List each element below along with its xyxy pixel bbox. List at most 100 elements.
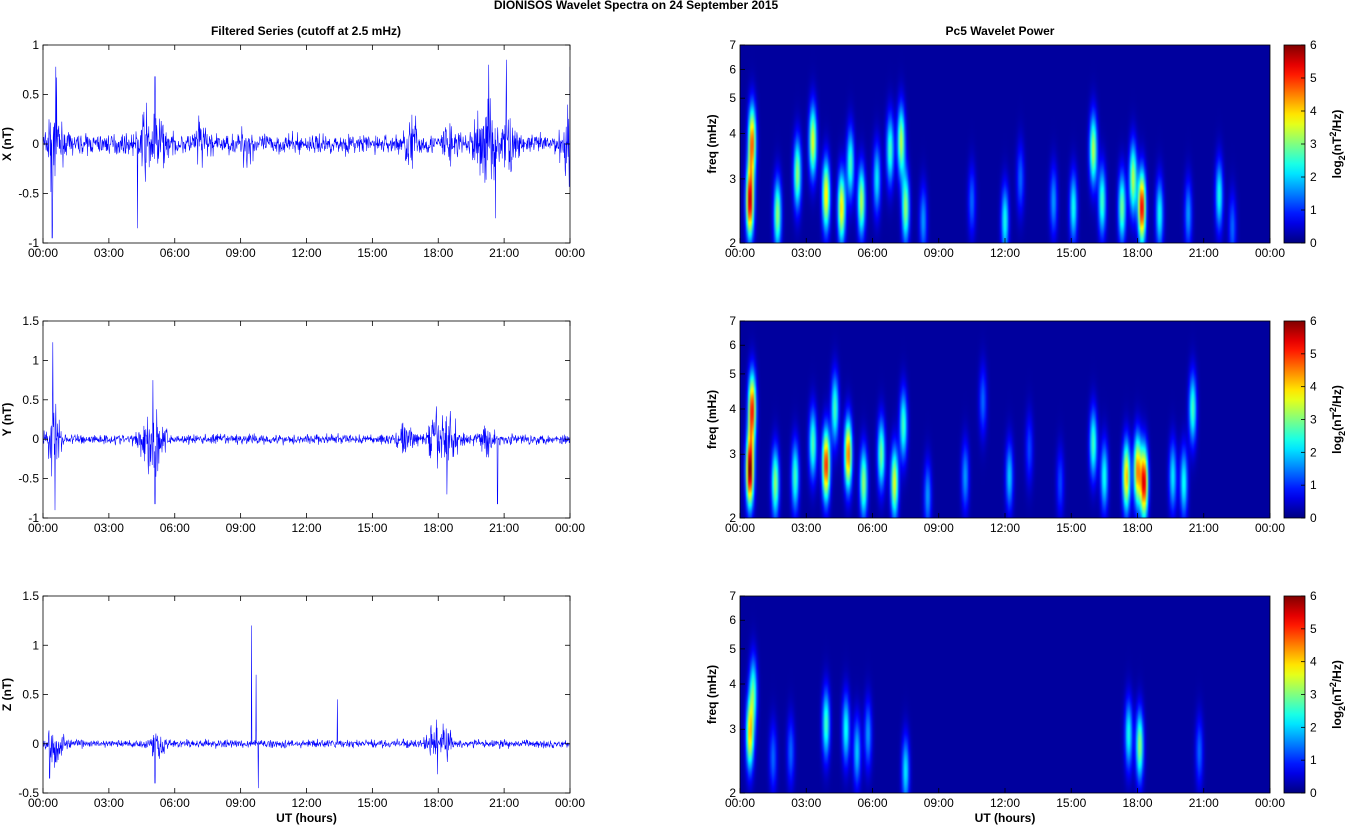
x-tick-label: 21:00: [1189, 796, 1219, 810]
x-tick-label: 00:00: [28, 796, 58, 810]
x-tick-label: 03:00: [94, 521, 124, 535]
x-tick-label: 00:00: [555, 246, 585, 260]
x-tick-label: 12:00: [990, 246, 1020, 260]
x-tick-label: 03:00: [791, 246, 821, 260]
y-tick-label: 7: [729, 314, 736, 328]
x-tick-label: 15:00: [1056, 246, 1086, 260]
colorbar-label-part: 2: [1337, 706, 1347, 711]
y-tick-label: 0.5: [22, 88, 39, 102]
colorbar-label-part: 2: [1337, 155, 1347, 160]
x-tick-label: 09:00: [924, 521, 954, 535]
y-tick-label: 3: [729, 172, 736, 186]
colorbar-label-part: (nT: [1330, 687, 1344, 706]
y-tick-label: 0: [32, 432, 39, 446]
figure-title: DIONISOS Wavelet Spectra on 24 September…: [494, 0, 779, 12]
colorbar-label-part: 2: [1337, 431, 1347, 436]
x-tick-label: 03:00: [791, 521, 821, 535]
y-tick-label: 6: [729, 62, 736, 76]
x-tick-label: 09:00: [226, 796, 256, 810]
x-tick-label: 15:00: [1056, 796, 1086, 810]
y-tick-label: 4: [729, 402, 736, 416]
x-axis-label: UT (hours): [276, 811, 337, 825]
x-tick-label: 06:00: [160, 521, 190, 535]
y-tick-label: 5: [729, 642, 736, 656]
x-tick-label: 00:00: [725, 246, 755, 260]
y-tick-label: 2: [729, 511, 736, 525]
x-tick-label: 18:00: [1122, 521, 1152, 535]
series-line: [43, 625, 570, 789]
colorbar-label-part: /Hz): [1330, 660, 1344, 682]
x-tick-label: 21:00: [489, 521, 519, 535]
colorbar-tick-label: 1: [1310, 203, 1317, 217]
x-tick-label: 18:00: [423, 246, 453, 260]
x-tick-label: 15:00: [1056, 521, 1086, 535]
x-tick-label: 12:00: [291, 796, 321, 810]
series-line: [43, 59, 570, 239]
y-tick-label: 3: [729, 447, 736, 461]
x-axis-label: UT (hours): [975, 811, 1036, 825]
x-tick-label: 09:00: [226, 246, 256, 260]
x-tick-label: 09:00: [924, 246, 954, 260]
colorbar-tick-label: 2: [1310, 720, 1317, 734]
x-tick-label: 00:00: [555, 796, 585, 810]
colorbar-label-part: 2: [1328, 682, 1338, 687]
colorbar-tick-label: 0: [1310, 786, 1317, 800]
series-axes-bg: [43, 596, 570, 793]
x-tick-label: 18:00: [423, 796, 453, 810]
wavelet-power-image: [740, 321, 1270, 518]
wavelet-power-image: [740, 45, 1270, 243]
x-tick-label: 00:00: [555, 521, 585, 535]
colorbar-label-part: (nT: [1330, 136, 1344, 155]
y-tick-label: -1: [28, 236, 39, 250]
colorbar-tick-label: 1: [1310, 753, 1317, 767]
colorbar-tick-label: 3: [1310, 688, 1317, 702]
x-tick-label: 21:00: [1189, 246, 1219, 260]
x-tick-label: 06:00: [857, 521, 887, 535]
left-column-title: Filtered Series (cutoff at 2.5 mHz): [211, 24, 401, 38]
right-column-title: Pc5 Wavelet Power: [946, 24, 1055, 38]
y-tick-label: -0.5: [18, 472, 39, 486]
colorbar-label-part: /Hz): [1330, 385, 1344, 407]
x-tick-label: 00:00: [1255, 521, 1285, 535]
x-tick-label: 18:00: [423, 521, 453, 535]
x-tick-label: 15:00: [357, 521, 387, 535]
colorbar-label-part: log: [1330, 160, 1344, 178]
colorbar-tick-label: 3: [1310, 137, 1317, 151]
y-tick-label: 5: [729, 367, 736, 381]
colorbar-tick-label: 6: [1310, 314, 1317, 328]
y-axis-label: Z (nT): [0, 678, 14, 711]
colorbar-tick-label: 1: [1310, 478, 1317, 492]
series-line: [43, 342, 570, 511]
y-tick-label: 1: [32, 38, 39, 52]
y-tick-label: 0: [32, 737, 39, 751]
y-tick-label: 0.5: [22, 393, 39, 407]
y-tick-label: -1: [28, 511, 39, 525]
y-tick-label: 0: [32, 137, 39, 151]
colorbar-tick-label: 5: [1310, 347, 1317, 361]
colorbar-label-part: 2: [1328, 132, 1338, 137]
x-tick-label: 00:00: [1255, 796, 1285, 810]
x-tick-label: 21:00: [1189, 521, 1219, 535]
y-tick-label: 1: [32, 353, 39, 367]
y-tick-label: 0.5: [22, 688, 39, 702]
x-tick-label: 03:00: [791, 796, 821, 810]
y-axis-label: freq (mHz): [705, 390, 719, 449]
y-tick-label: 6: [729, 338, 736, 352]
x-tick-label: 12:00: [990, 521, 1020, 535]
x-tick-label: 06:00: [160, 246, 190, 260]
colorbar-label-part: /Hz): [1330, 110, 1344, 132]
x-tick-label: 00:00: [725, 796, 755, 810]
colorbar-tick-label: 0: [1310, 236, 1317, 250]
x-tick-label: 12:00: [291, 521, 321, 535]
panels: 1 0.5 0 -0.5 -1 00:00 03:00 06:00 09:00 12:00 15:0…: [0, 38, 1347, 825]
y-axis-label: freq (mHz): [705, 114, 719, 173]
x-tick-label: 03:00: [94, 796, 124, 810]
colorbar-tick-label: 3: [1310, 413, 1317, 427]
colorbar-tick-label: 4: [1310, 380, 1317, 394]
colorbar-tick-label: 4: [1310, 104, 1317, 118]
y-tick-label: 4: [729, 677, 736, 691]
wavelet-power-image: [740, 596, 1270, 793]
x-tick-label: 18:00: [1122, 796, 1152, 810]
y-axis-label: X (nT): [0, 127, 14, 161]
colorbar-tick-label: 6: [1310, 589, 1317, 603]
